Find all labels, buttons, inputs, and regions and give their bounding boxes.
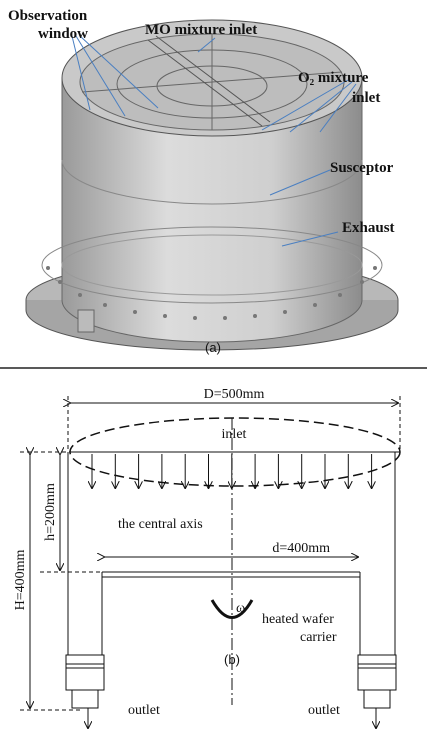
label: Susceptor: [330, 160, 394, 176]
label: ω: [236, 601, 245, 616]
label: h=200mm: [43, 483, 58, 541]
label: Observation: [8, 8, 88, 24]
label: heated wafer: [262, 612, 334, 627]
label: Exhaust: [342, 220, 395, 236]
schematic: [20, 396, 400, 728]
caption: (a): [205, 340, 221, 355]
label: outlet: [128, 703, 160, 718]
label: inlet: [352, 90, 380, 106]
caption: (b): [224, 652, 240, 667]
label: inlet: [222, 427, 247, 442]
label: d=400mm: [272, 541, 330, 556]
label: carrier: [300, 630, 337, 645]
label: window: [38, 26, 88, 42]
labels-b: D=500mm inlet the central axis d=400mm h…: [13, 387, 340, 718]
label: D=500mm: [204, 387, 265, 402]
label: H=400mm: [13, 550, 28, 611]
figure: Observation window MO mixture inlet O₂ m…: [0, 0, 427, 732]
label: outlet: [308, 703, 340, 718]
label: the central axis: [118, 517, 203, 532]
label: MO mixture inlet: [145, 22, 257, 38]
label: O₂ mixture: [298, 70, 369, 86]
